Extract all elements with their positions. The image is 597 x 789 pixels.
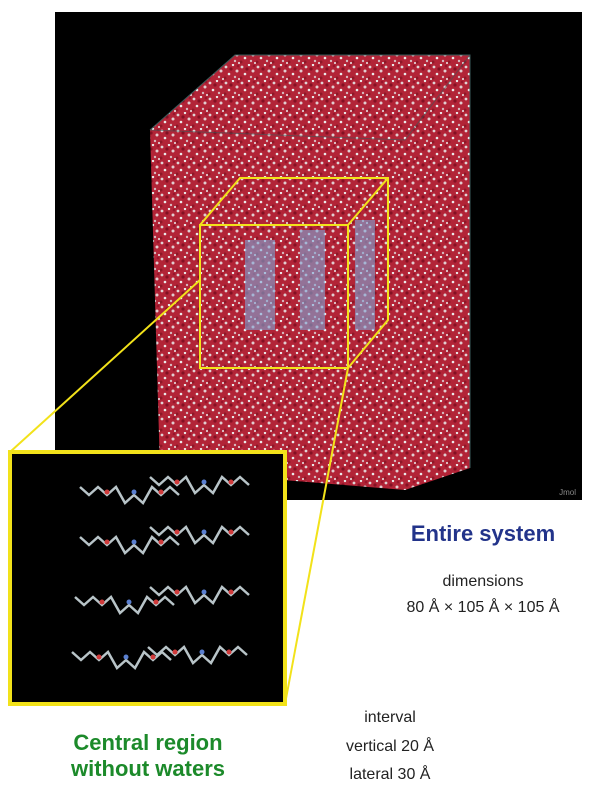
atom [229, 480, 234, 485]
dimensions: 80 Å × 105 Å × 105 Å [406, 597, 559, 616]
central-title: Central region [73, 730, 222, 755]
atom [100, 600, 105, 605]
dimensions-label: dimensions [443, 573, 524, 590]
atom [175, 530, 180, 535]
atom [97, 655, 102, 660]
atom [132, 540, 137, 545]
interval-label: interval [364, 709, 416, 726]
entire-title: Entire system [411, 521, 555, 546]
atom [173, 650, 178, 655]
atom [151, 655, 156, 660]
atom [105, 540, 110, 545]
viewer-label: Jmol [559, 488, 576, 497]
atom [202, 530, 207, 535]
atom [132, 490, 137, 495]
atom [127, 600, 132, 605]
central-title: without waters [70, 756, 225, 781]
atom [202, 590, 207, 595]
atom [124, 655, 129, 660]
inset-panel [10, 452, 285, 704]
atom [202, 480, 207, 485]
atom [105, 490, 110, 495]
atom [175, 590, 180, 595]
interval-lateral: lateral 30 Å [350, 764, 431, 783]
interval-vertical: vertical 20 Å [346, 736, 434, 755]
atom [200, 650, 205, 655]
atom [227, 650, 232, 655]
figure: Jmol Entire system dimensions 80 Å × 105… [0, 0, 597, 789]
atom [229, 530, 234, 535]
atom [159, 490, 164, 495]
atom [229, 590, 234, 595]
atom [159, 540, 164, 545]
atom [154, 600, 159, 605]
atom [175, 480, 180, 485]
